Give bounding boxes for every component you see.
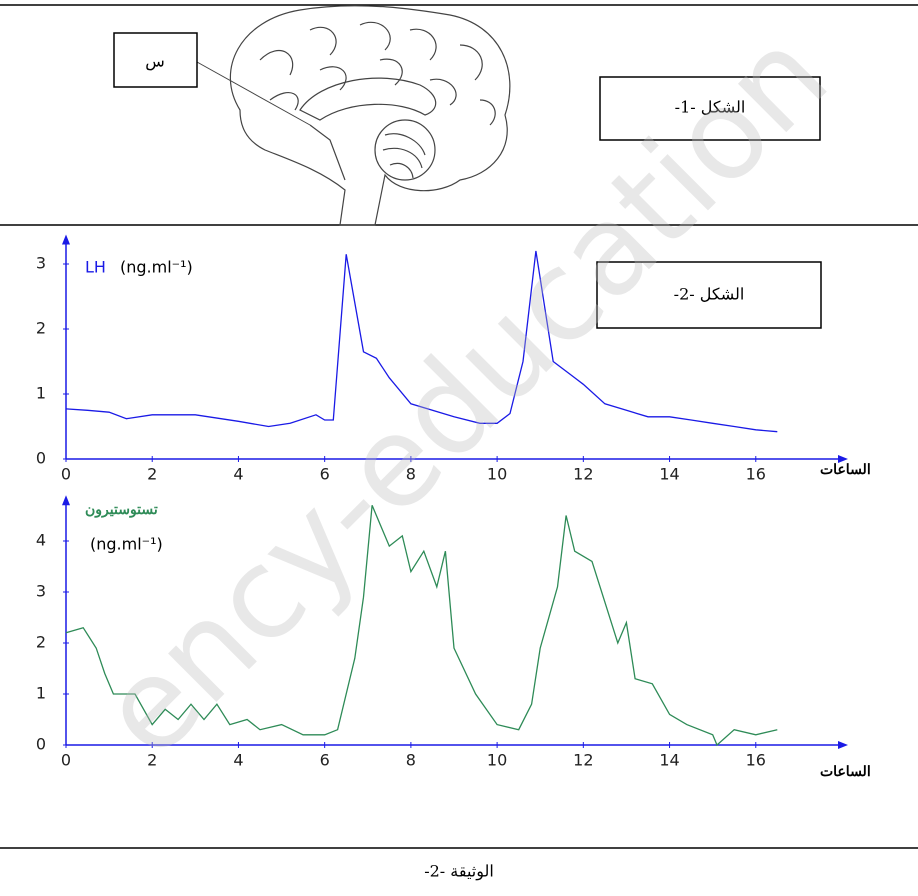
y-tick-label: 1 bbox=[36, 384, 46, 403]
y-axis-arrow bbox=[62, 235, 70, 245]
y-axis-unit: (ng.ml⁻¹) bbox=[120, 258, 193, 277]
y-tick-label: 2 bbox=[36, 633, 46, 652]
x-axis-label: الساعات bbox=[820, 764, 871, 780]
y-axis-arrow bbox=[62, 495, 70, 505]
y-tick-label: 3 bbox=[36, 254, 46, 273]
x-tick-label: 12 bbox=[573, 751, 593, 770]
x-tick-label: 6 bbox=[320, 751, 330, 770]
document-caption: الوثيقة -2- bbox=[424, 862, 494, 881]
y-tick-label: 0 bbox=[36, 735, 46, 754]
y-tick-label: 3 bbox=[36, 582, 46, 601]
x-tick-label: 8 bbox=[406, 751, 416, 770]
x-tick-label: 2 bbox=[147, 465, 157, 484]
y-tick-label: 0 bbox=[36, 449, 46, 468]
y-axis-label: تستوستيرون bbox=[85, 502, 158, 518]
document: س الشكل -1- الشكل -2- الوثيقة -2- 024681… bbox=[0, 0, 918, 896]
y-axis-label: LH bbox=[85, 258, 106, 277]
pointer-label: س bbox=[145, 52, 165, 71]
x-tick-label: 16 bbox=[746, 465, 766, 484]
x-tick-label: 14 bbox=[659, 465, 679, 484]
y-tick-label: 1 bbox=[36, 684, 46, 703]
y-tick-label: 4 bbox=[36, 531, 46, 550]
x-tick-label: 12 bbox=[573, 465, 593, 484]
x-tick-label: 0 bbox=[61, 465, 71, 484]
y-tick-label: 2 bbox=[36, 319, 46, 338]
x-tick-label: 16 bbox=[746, 751, 766, 770]
x-axis-label: الساعات bbox=[820, 462, 871, 478]
x-tick-label: 0 bbox=[61, 751, 71, 770]
brain-drawing bbox=[230, 6, 509, 225]
y-axis-unit: (ng.ml⁻¹) bbox=[90, 535, 163, 554]
figure-caption: الشكل -2- bbox=[674, 285, 745, 304]
x-tick-label: 4 bbox=[233, 465, 243, 484]
x-tick-label: 14 bbox=[659, 751, 679, 770]
x-axis-arrow bbox=[838, 741, 848, 749]
x-tick-label: 10 bbox=[487, 751, 507, 770]
x-tick-label: 4 bbox=[233, 751, 243, 770]
